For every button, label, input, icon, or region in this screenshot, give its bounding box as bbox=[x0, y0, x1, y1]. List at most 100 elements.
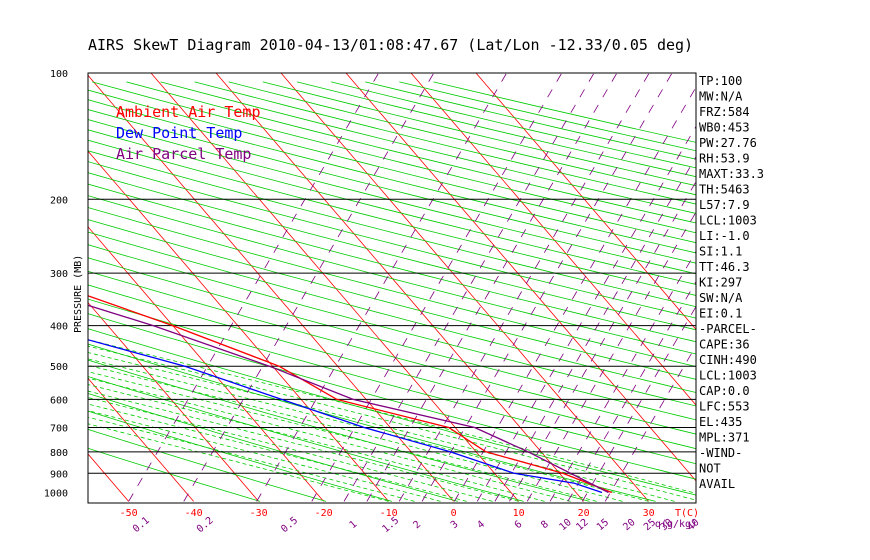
stat-item: -WIND- bbox=[699, 446, 742, 460]
isotherm-line bbox=[88, 301, 259, 502]
bottom-temperature-tick-label: -40 bbox=[185, 508, 203, 519]
stat-item: -PARCEL- bbox=[699, 322, 757, 336]
dry-adiabat-line bbox=[88, 207, 696, 367]
dry-adiabat-line bbox=[88, 119, 696, 275]
mixing-ratio-line bbox=[476, 125, 696, 502]
dry-adiabat-line bbox=[331, 81, 696, 169]
moist-adiabat-line bbox=[88, 358, 649, 502]
dry-adiabat-line bbox=[262, 81, 696, 187]
dry-adiabat-line bbox=[88, 109, 696, 264]
bottom-temperature-tick-label: 30 bbox=[643, 508, 655, 519]
bottom-temperature-tick-label: -10 bbox=[380, 508, 398, 519]
chart-title: AIRS SkewT Diagram 2010-04-13/01:08:47.6… bbox=[88, 36, 693, 54]
stat-item: KI:297 bbox=[699, 276, 742, 290]
stat-item: CINH:490 bbox=[699, 353, 757, 367]
dry-adiabat-line bbox=[88, 313, 696, 480]
parcel-profile-line bbox=[88, 304, 609, 494]
dry-adiabat-line bbox=[88, 376, 524, 502]
pressure-tick-label: 1000 bbox=[44, 489, 68, 500]
dry-adiabat-line bbox=[88, 298, 696, 465]
stat-item: L57:7.9 bbox=[699, 198, 750, 212]
dry-adiabat-line bbox=[88, 244, 696, 407]
ambient-profile-line bbox=[88, 295, 613, 494]
isotherm-line bbox=[0, 73, 64, 501]
pressure-tick-label: 700 bbox=[50, 424, 68, 435]
pressure-tick-label: 200 bbox=[50, 195, 68, 206]
dry-adiabat-line bbox=[88, 270, 696, 435]
stat-item: LCL:1003 bbox=[699, 214, 757, 228]
dry-adiabat-line bbox=[88, 284, 696, 450]
mixing-ratio-tick-label: 2 bbox=[412, 519, 424, 531]
mixing-ratio-tick-label: 20 bbox=[621, 517, 637, 533]
isotherm-line bbox=[410, 73, 696, 406]
isotherm-line bbox=[88, 74, 454, 502]
bottom-temperature-tick-label: 10 bbox=[513, 508, 525, 519]
stat-item: TT:46.3 bbox=[699, 260, 750, 274]
mixing-ratio-tick-label: 4 bbox=[475, 519, 487, 531]
dry-adiabat-line bbox=[88, 447, 261, 502]
bottom-temperature-unit: T(C) bbox=[675, 508, 699, 519]
stat-item: MAXT:33.3 bbox=[699, 167, 764, 181]
mixing-ratio-tick-label: 10 bbox=[558, 517, 574, 533]
dewpoint-profile-line bbox=[88, 339, 603, 494]
dry-adiabat-line bbox=[88, 183, 696, 343]
isotherm-line bbox=[280, 73, 649, 502]
dry-adiabat-line bbox=[88, 328, 696, 496]
pressure-tick-label: 100 bbox=[50, 69, 68, 80]
pressure-tick-label: 400 bbox=[50, 322, 68, 333]
plot-frame bbox=[87, 72, 697, 504]
pressure-tick-label: 300 bbox=[50, 269, 68, 280]
dry-adiabat-line bbox=[88, 219, 696, 380]
mixing-ratio-tick-label: 3 bbox=[449, 519, 461, 531]
stat-item: RH:53.9 bbox=[699, 152, 750, 166]
mixing-ratio-tick-label: 1 bbox=[348, 519, 360, 531]
isobar-lines bbox=[88, 198, 696, 474]
stat-item: EL:435 bbox=[699, 415, 742, 429]
dry-adiabat-line bbox=[88, 410, 393, 502]
bottom-temperature-tick-label: 20 bbox=[578, 508, 590, 519]
stat-item: AVAIL bbox=[699, 477, 735, 491]
background-grid bbox=[0, 73, 696, 502]
stat-item: PW:27.76 bbox=[699, 136, 757, 150]
pressure-axis: 100 200 300 400 500 600 700 800 900 1000 bbox=[44, 69, 68, 500]
moist-adiabat-line bbox=[88, 371, 597, 502]
stat-item: FRZ:584 bbox=[699, 105, 750, 119]
isotherm-line bbox=[88, 226, 324, 502]
dry-adiabat-line bbox=[88, 428, 327, 502]
stat-item: LCL:1003 bbox=[699, 369, 757, 383]
dry-adiabat-line bbox=[88, 257, 696, 421]
sounding-profiles bbox=[88, 295, 613, 494]
stat-item: LFC:553 bbox=[699, 400, 750, 414]
bottom-temperature-tick-label: -30 bbox=[250, 508, 268, 519]
mixing-ratio-line bbox=[549, 250, 696, 502]
moist-adiabat-line bbox=[88, 377, 571, 502]
stat-item: WB0:453 bbox=[699, 121, 750, 135]
isotherm-line bbox=[88, 377, 194, 502]
pressure-tick-label: 500 bbox=[50, 362, 68, 373]
stat-item: CAPE:36 bbox=[699, 338, 750, 352]
mixing-ratio-tick-label: 6 bbox=[513, 519, 525, 531]
dry-adiabat-line bbox=[88, 161, 696, 319]
pressure-tick-label: 900 bbox=[50, 469, 68, 480]
bottom-temperature-tick-label: 0 bbox=[451, 508, 457, 519]
stat-item: LI:-1.0 bbox=[699, 229, 750, 243]
stat-item: CAP:0.0 bbox=[699, 384, 750, 398]
legend: Ambient Air Temp Dew Point Temp Air Parcel… bbox=[116, 103, 261, 163]
dry-adiabat-line bbox=[399, 81, 696, 152]
legend-entry: Air Parcel Temp bbox=[116, 145, 251, 163]
legend-entry: Dew Point Temp bbox=[116, 124, 242, 142]
mixing-ratio-tick-label: 12 bbox=[574, 517, 590, 533]
stat-item: NOT bbox=[699, 462, 721, 476]
isotherm-line bbox=[88, 150, 389, 502]
mixing-ratio-tick-label: 15 bbox=[595, 517, 611, 533]
dry-adiabat-line bbox=[88, 359, 590, 502]
dry-adiabat-line bbox=[88, 172, 696, 331]
y-axis-label: PRESSURE (MB) bbox=[73, 255, 84, 333]
stat-item: TP:100 bbox=[699, 74, 742, 88]
dry-adiabat-line bbox=[160, 81, 696, 214]
pressure-tick-label: 800 bbox=[50, 448, 68, 459]
isotherm-line bbox=[150, 73, 519, 502]
isotherm-line bbox=[345, 73, 696, 482]
